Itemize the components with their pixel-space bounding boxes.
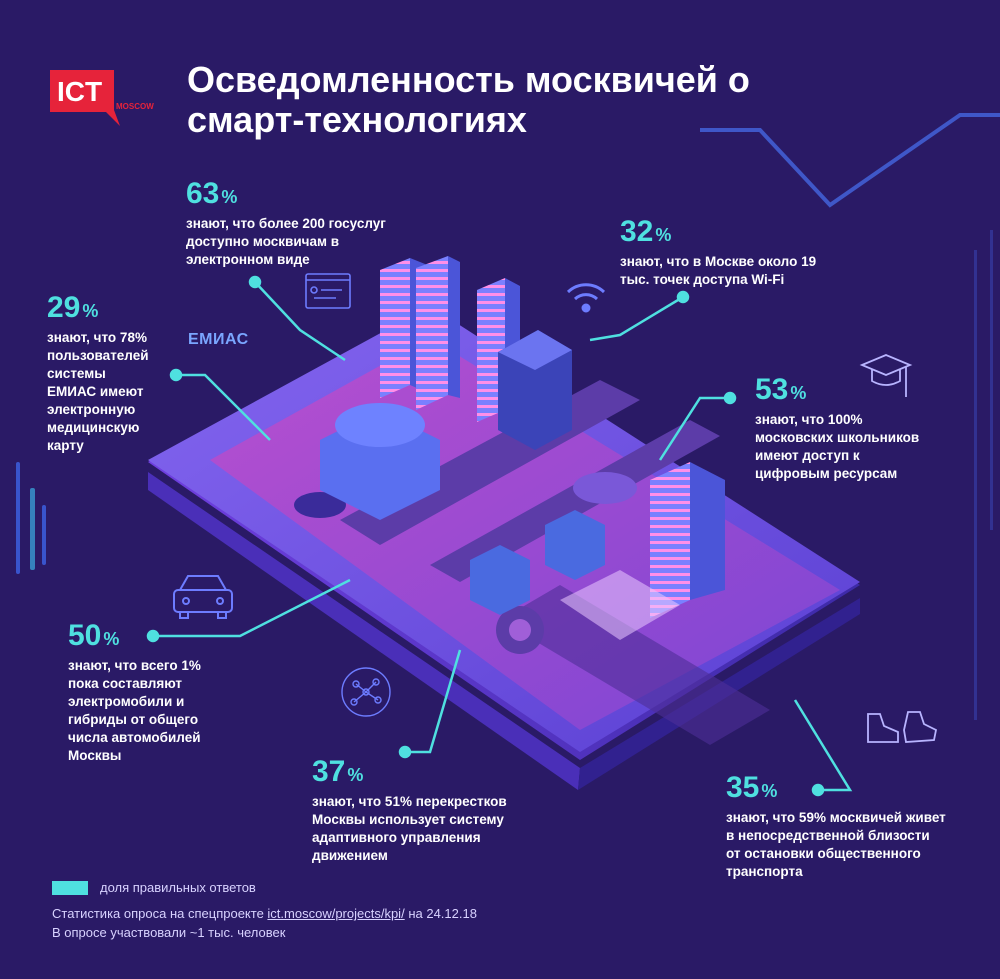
stat-text-line: знают, что 59% москвичей живет — [726, 810, 946, 825]
connector-lines — [146, 275, 853, 797]
footer-respondents: В опросе участвовали ~1 тыс. человек — [52, 925, 286, 940]
ict-moscow-logo: ICT MOSCOW — [50, 66, 170, 131]
neural-network-icon — [341, 667, 391, 717]
stat-text-line: ЕМИАС имеют — [47, 384, 144, 399]
stat-text-line: знают, что 100% — [755, 412, 863, 427]
stat-text-line: электронную — [47, 402, 136, 417]
stat-text-line: московских школьников — [755, 430, 920, 445]
stat-text-line: в непосредственной близости — [726, 828, 930, 843]
stat-text-line: электромобили и — [68, 694, 185, 709]
sneakers-icon — [867, 711, 938, 743]
stat-unit: % — [82, 301, 99, 321]
stat-unit: % — [655, 225, 672, 245]
stat-text-line: электронном виде — [186, 252, 310, 267]
stat-wifi: 32% знают, что в Москве около 19 тыс. то… — [620, 216, 870, 289]
stat-text-line: пока составляют — [68, 676, 182, 691]
stat-value: 50 — [68, 619, 102, 652]
stat-text-line: числа автомобилей — [68, 730, 201, 745]
stat-text-line: карту — [47, 438, 84, 453]
legend-label: доля правильных ответов — [100, 880, 256, 895]
source-link[interactable]: ict.moscow/projects/kpi/ — [267, 906, 405, 921]
stat-text-line: от остановки общественного — [726, 846, 921, 861]
stat-value: 35 — [726, 771, 760, 804]
page-title: Осведомленность москвичей о смарт-технол… — [187, 59, 750, 140]
stat-text-line: доступно москвичам в — [186, 234, 340, 249]
stat-gosuslugi: 63% знают, что более 200 госуслуг доступ… — [186, 178, 456, 269]
wifi-icon — [566, 283, 606, 313]
skyscraper-group-right — [650, 462, 725, 618]
document-icon — [305, 273, 351, 309]
legend-swatch — [52, 880, 88, 895]
stat-value: 37 — [312, 755, 346, 788]
footer-prefix: Статистика опроса на спецпроекте — [52, 906, 264, 921]
stat-text-line: Москвы использует систему — [312, 812, 504, 827]
stat-text-line: знают, что в Москве около 19 — [620, 254, 817, 269]
stat-transport: 35% знают, что 59% москвичей живет в неп… — [726, 772, 981, 881]
stat-value: 53 — [755, 373, 789, 406]
small-buildings — [470, 510, 605, 615]
stat-unit: % — [103, 629, 120, 649]
svg-text:ICT: ICT — [57, 76, 102, 107]
domed-building — [320, 403, 440, 520]
pavilion — [560, 570, 680, 640]
svg-text:MOSCOW: MOSCOW — [116, 102, 154, 111]
stat-emias: 29% знают, что 78% пользователей системы… — [47, 292, 177, 455]
stat-text-line: тыс. точек доступа Wi-Fi — [620, 272, 785, 287]
stat-text-line: медицинскую — [47, 420, 140, 435]
stat-text-line: знают, что более 200 госуслуг — [186, 216, 386, 231]
stat-text-line: цифровым ресурсам — [755, 466, 898, 481]
legend: доля правильных ответов — [52, 880, 256, 895]
stat-value: 29 — [47, 291, 81, 324]
stat-value: 32 — [620, 215, 654, 248]
emias-label: ЕМИАС — [188, 331, 249, 348]
stat-text-line: транспорта — [726, 864, 803, 879]
car-icon — [173, 575, 233, 619]
stat-unit: % — [761, 781, 778, 801]
footer-source: Статистика опроса на спецпроекте ict.mos… — [52, 906, 477, 921]
stat-text-line: знают, что 78% — [47, 330, 147, 345]
stat-crossroads: 37% знают, что 51% перекрестков Москвы и… — [312, 756, 582, 865]
stat-schools: 53% знают, что 100% московских школьнико… — [755, 374, 970, 483]
stat-unit: % — [221, 187, 238, 207]
stat-text-line: имеют доступ к — [755, 448, 860, 463]
stat-electric-cars: 50% знают, что всего 1% пока составляют … — [68, 620, 268, 765]
footer-date: на 24.12.18 — [408, 906, 477, 921]
skyscraper-group-top — [380, 256, 572, 450]
stat-text-line: знают, что 51% перекрестков — [312, 794, 507, 809]
stat-text-line: гибриды от общего — [68, 712, 199, 727]
decor-bars — [16, 230, 993, 720]
stat-text-line: адаптивного управления — [312, 830, 481, 845]
stat-text-line: Москвы — [68, 748, 122, 763]
stat-text-line: системы — [47, 366, 106, 381]
graduation-cap-icon — [859, 354, 913, 397]
stat-unit: % — [790, 383, 807, 403]
stat-unit: % — [347, 765, 364, 785]
stat-text-line: движением — [312, 848, 388, 863]
stat-text-line: знают, что всего 1% — [68, 658, 201, 673]
stat-value: 63 — [186, 177, 220, 210]
decor-line — [700, 113, 1000, 208]
stat-text-line: пользователей — [47, 348, 149, 363]
